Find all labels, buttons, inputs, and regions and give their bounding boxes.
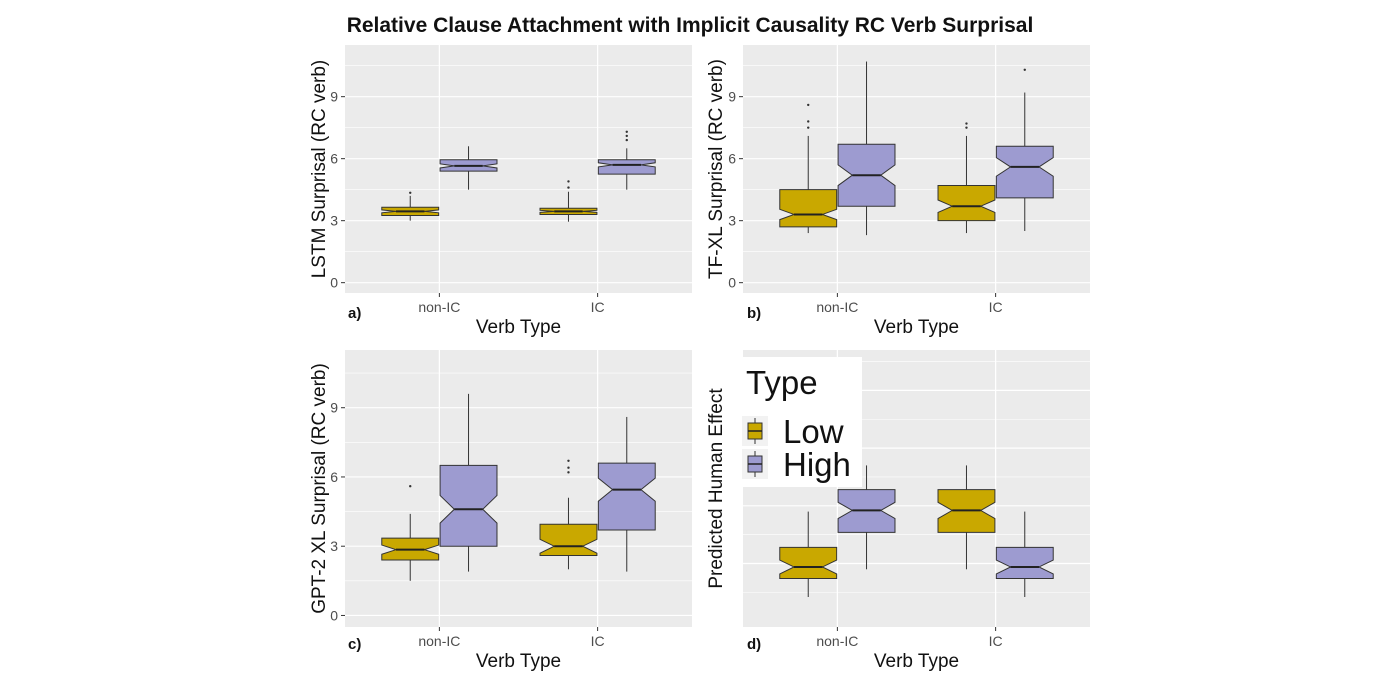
box-high-ic xyxy=(995,511,1054,597)
x-tick-label-ic: IC xyxy=(989,633,1003,649)
outlier-point xyxy=(965,126,968,129)
box-high-non-ic xyxy=(837,465,896,570)
box-low-non-ic xyxy=(779,103,838,234)
outlier-point xyxy=(965,122,968,125)
legend-key-low xyxy=(742,416,768,446)
panel-label: d) xyxy=(747,636,761,653)
x-axis-title: Verb Type xyxy=(874,651,959,672)
y-tick-label: 9 xyxy=(728,89,736,105)
outlier-point xyxy=(567,180,570,183)
y-tick-label: 3 xyxy=(330,213,338,229)
outlier-point xyxy=(567,459,570,462)
panel-b: 0 3 6 9 non-IC IC Verb Type TF-XL Surprisal (RC… xyxy=(706,45,1090,338)
outlier-point xyxy=(1023,68,1026,72)
outlier-point xyxy=(807,126,810,129)
notched-box xyxy=(539,523,598,556)
y-axis-title: GPT-2 XL Surprisal (RC verb) xyxy=(309,363,330,614)
panel-label: b) xyxy=(747,305,761,322)
x-tick-label-ic: IC xyxy=(591,633,605,649)
panel-a: 0 3 6 9 non-IC IC Verb Type LSTM Surprisal (RC … xyxy=(309,45,692,338)
outlier-point xyxy=(625,130,628,133)
legend-label-high: High xyxy=(783,446,851,483)
x-axis-title: Verb Type xyxy=(476,651,561,672)
box-high-ic xyxy=(597,130,656,190)
y-tick-label: 9 xyxy=(330,400,338,416)
y-tick-label: 6 xyxy=(330,151,338,167)
x-tick-label-ic: IC xyxy=(591,299,605,315)
x-tick-label-non-ic: non-IC xyxy=(418,633,460,649)
y-tick-label: 6 xyxy=(728,151,736,167)
notched-box xyxy=(779,546,838,580)
notched-box xyxy=(779,189,838,228)
box-low-ic xyxy=(539,459,598,570)
box-high-non-ic xyxy=(837,61,896,236)
x-axis-title: Verb Type xyxy=(874,317,959,338)
outlier-point xyxy=(567,186,570,189)
y-tick-label: 3 xyxy=(728,213,736,229)
notched-box xyxy=(995,145,1054,199)
box-high-ic xyxy=(995,68,1054,231)
outlier-point xyxy=(567,466,570,469)
box-low-non-ic xyxy=(779,511,838,597)
y-tick-label: 0 xyxy=(728,275,736,291)
legend-key-high xyxy=(742,449,768,479)
box-high-ic xyxy=(597,416,656,572)
y-tick-label: 9 xyxy=(330,89,338,105)
notched-box xyxy=(937,185,996,222)
notched-box xyxy=(995,546,1054,580)
box-high-non-ic xyxy=(439,146,498,190)
notched-box xyxy=(597,159,656,175)
outlier-point xyxy=(807,103,810,107)
box-low-ic xyxy=(937,122,996,234)
x-tick-label-non-ic: non-IC xyxy=(816,299,858,315)
box-low-ic xyxy=(937,465,996,570)
y-tick-label: 3 xyxy=(330,538,338,554)
box-low-ic xyxy=(539,180,598,222)
y-tick-label: 0 xyxy=(330,275,338,291)
box-low-non-ic xyxy=(381,484,440,581)
y-axis-title: TF-XL Surprisal (RC verb) xyxy=(706,59,727,279)
box-high-non-ic xyxy=(439,393,498,572)
notched-box xyxy=(439,464,498,547)
panel-label: a) xyxy=(348,305,361,322)
outlier-point xyxy=(567,471,570,474)
x-tick-label-non-ic: non-IC xyxy=(816,633,858,649)
figure-title: Relative Clause Attachment with Implicit… xyxy=(347,14,1034,37)
outlier-point xyxy=(625,134,628,138)
x-tick-label-non-ic: non-IC xyxy=(418,299,460,315)
notched-box xyxy=(597,462,656,531)
x-axis-title: Verb Type xyxy=(476,317,561,338)
panel-label: c) xyxy=(348,636,361,653)
x-tick-label-ic: IC xyxy=(989,299,1003,315)
y-axis-title: Predicted Human Effect xyxy=(706,388,727,589)
panel-c: 0 3 6 9 non-IC IC Verb Type GPT-2 XL Surprisal … xyxy=(309,350,692,672)
outlier-point xyxy=(409,484,412,488)
box-low-non-ic xyxy=(381,191,440,221)
y-tick-label: 6 xyxy=(330,469,338,485)
outlier-point xyxy=(409,191,412,194)
outlier-point xyxy=(807,120,810,123)
panel-d: non-IC IC Verb Type Predicted Human Effect d… xyxy=(706,350,1090,672)
y-axis-title: LSTM Surprisal (RC verb) xyxy=(309,60,330,279)
y-tick-label: 0 xyxy=(330,607,338,623)
legend-title: Type xyxy=(746,364,818,401)
legend-label-low: Low xyxy=(783,413,844,450)
outlier-point xyxy=(625,138,628,142)
